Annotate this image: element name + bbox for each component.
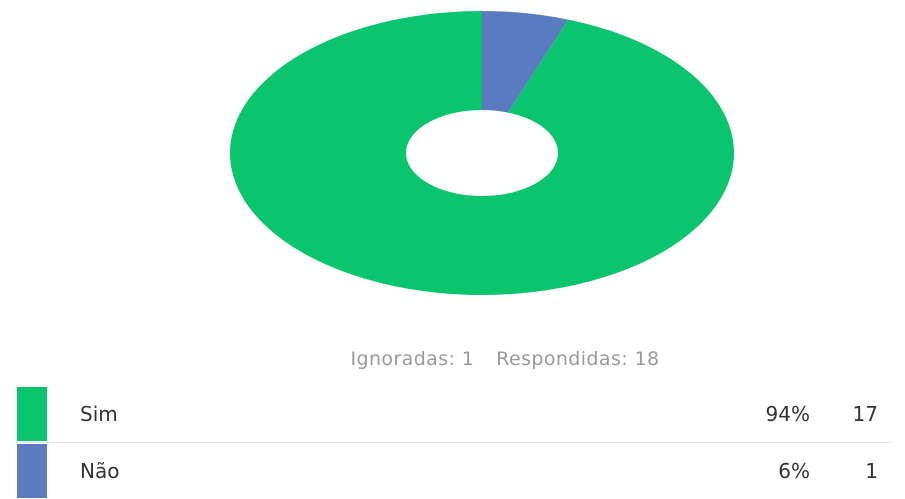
legend-label: Sim xyxy=(80,402,118,426)
legend-percent: 94% xyxy=(765,402,810,426)
ignored-count: Ignoradas: 1 xyxy=(350,348,475,370)
legend-row-sim: Sim 94% 17 xyxy=(17,386,892,443)
answered-count: Respondidas: 18 xyxy=(496,348,660,370)
legend-swatch-nao xyxy=(17,444,47,498)
response-summary: Ignoradas: 1 Respondidas: 18 xyxy=(0,348,905,370)
legend-percent: 6% xyxy=(778,459,810,483)
legend-swatch-sim xyxy=(17,387,47,441)
donut-chart xyxy=(230,11,735,296)
legend-count: 17 xyxy=(852,402,878,426)
legend-row-nao: Não 6% 1 xyxy=(17,443,892,499)
legend-table: Sim 94% 17 Não 6% 1 xyxy=(17,386,892,499)
slice-no xyxy=(482,11,569,113)
legend-count: 1 xyxy=(865,459,878,483)
legend-label: Não xyxy=(80,459,120,483)
slice-sim xyxy=(230,11,735,296)
